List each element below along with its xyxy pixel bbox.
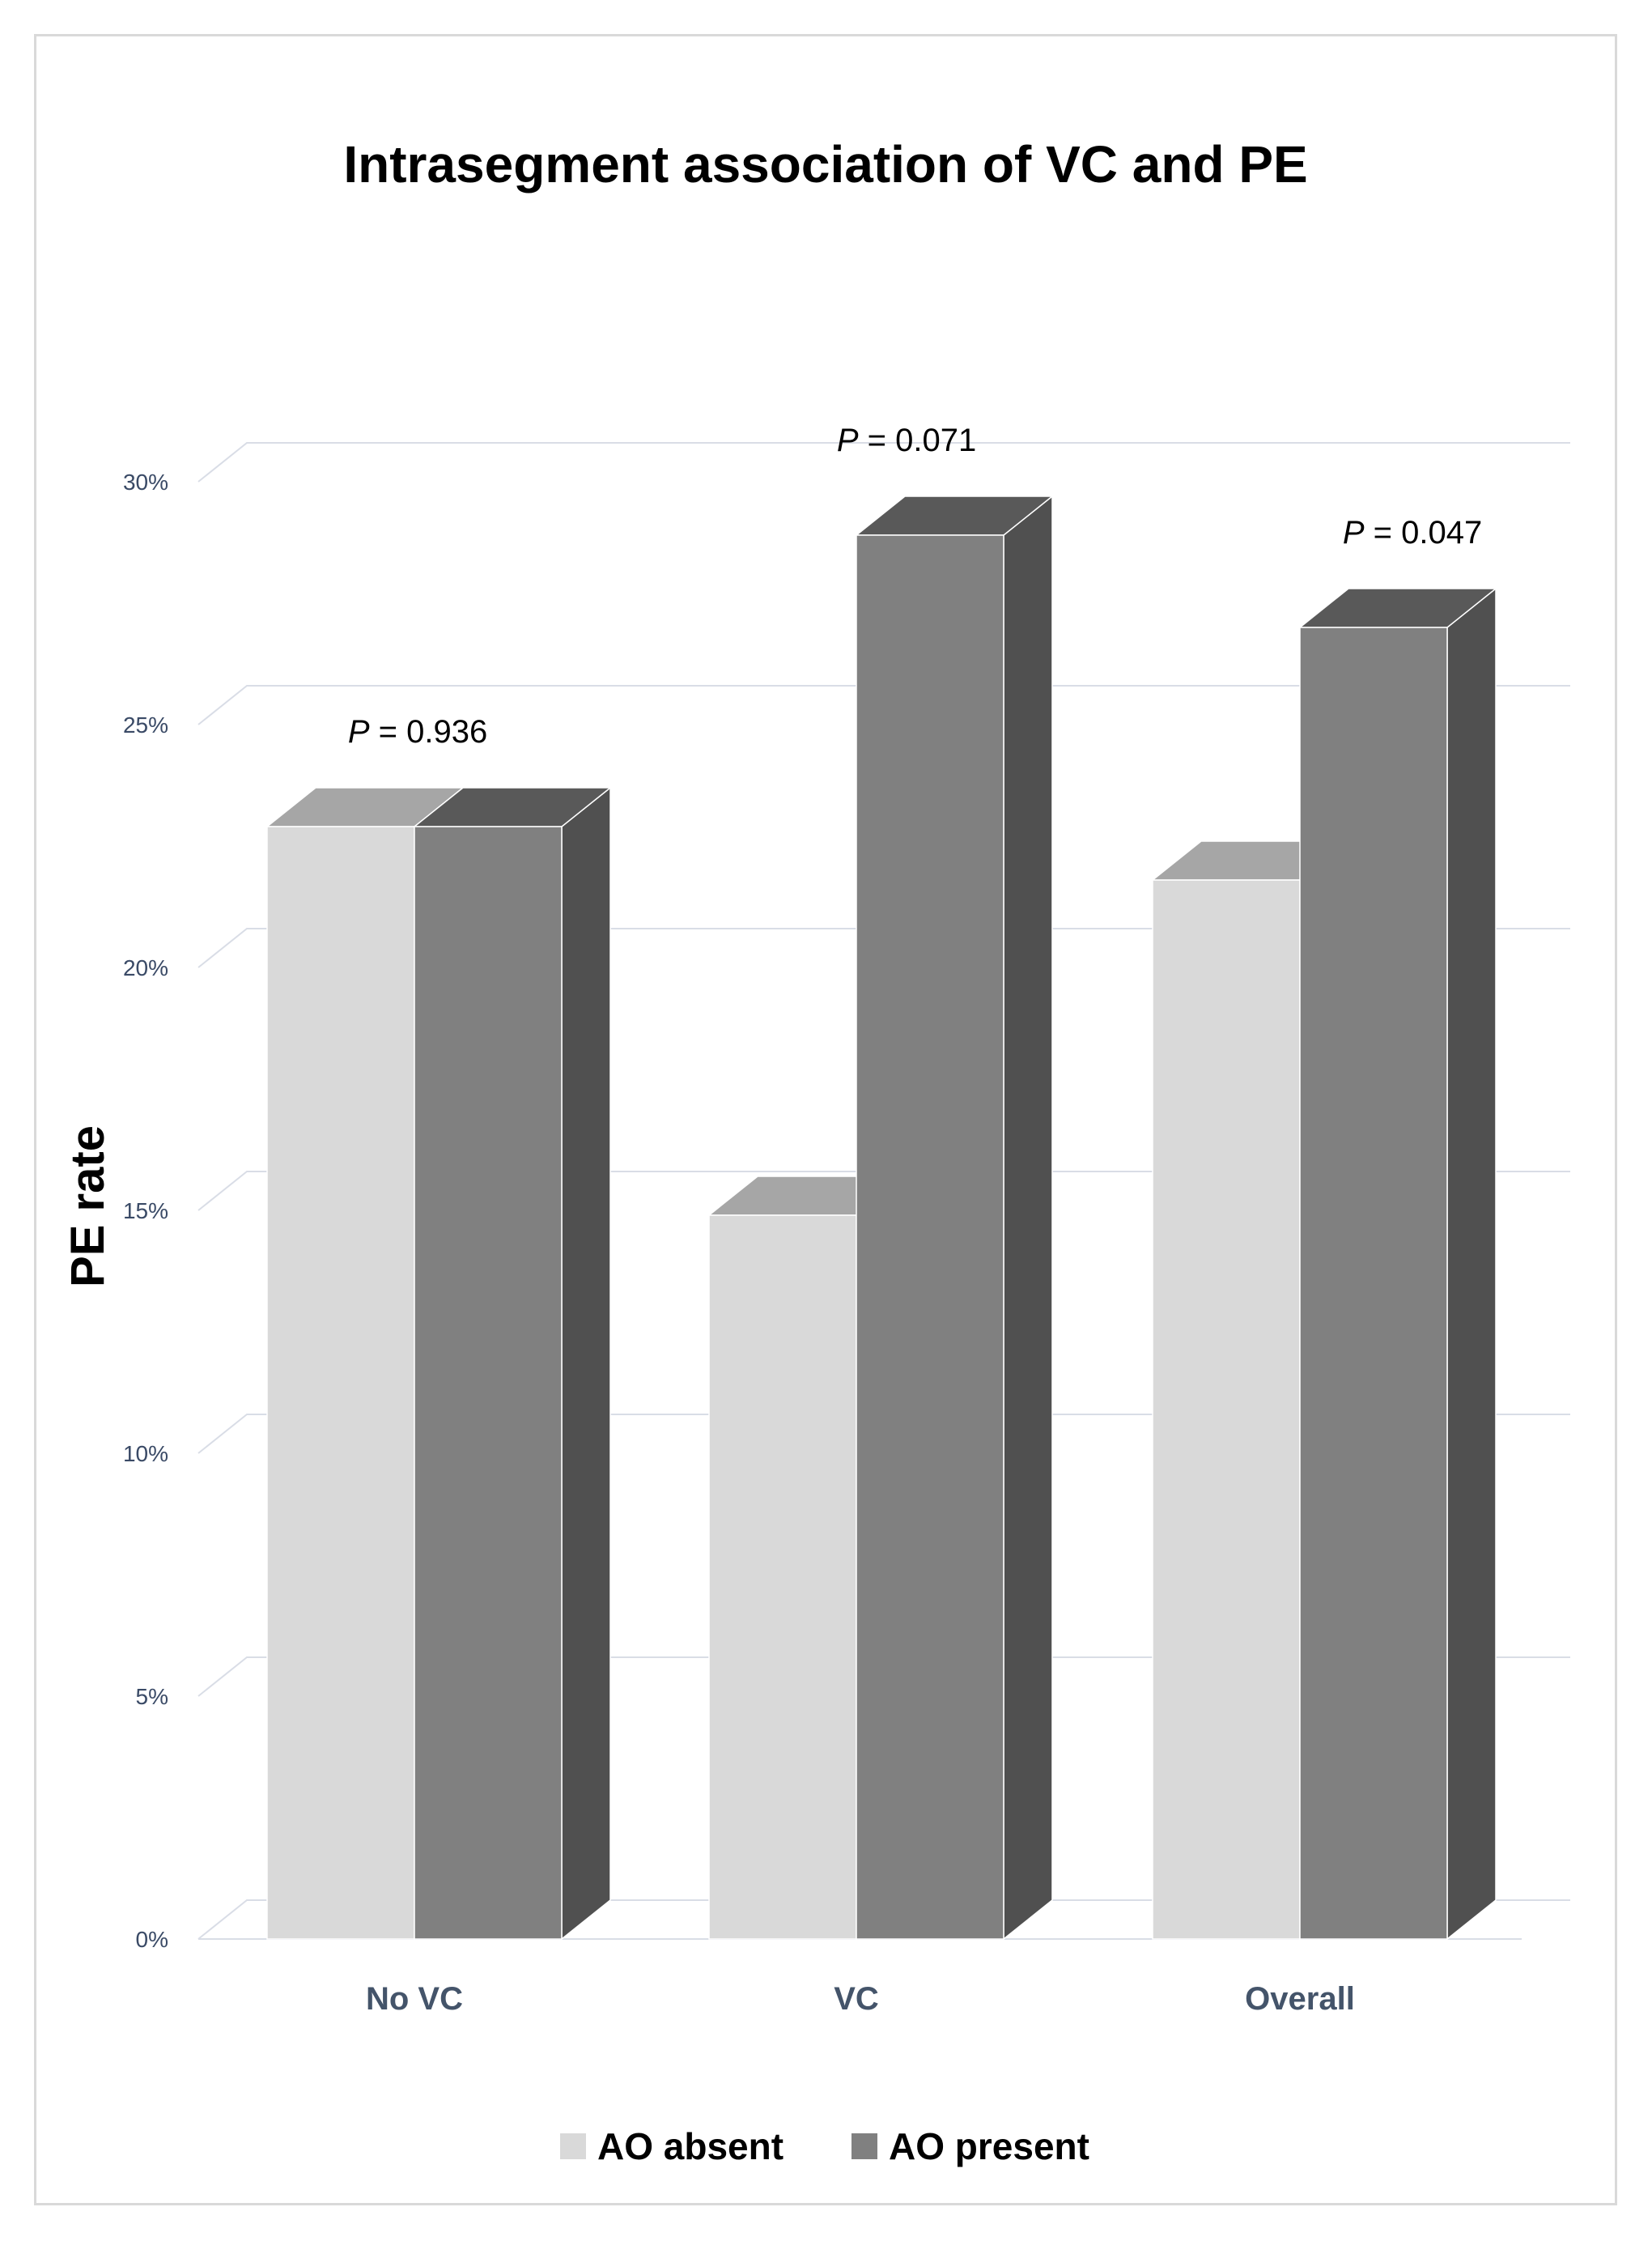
bar-front-face bbox=[266, 826, 415, 1940]
gridline bbox=[197, 1414, 1570, 1454]
legend-swatch bbox=[560, 2133, 586, 2159]
y-axis-label: PE rate bbox=[62, 1125, 114, 1287]
gridline bbox=[197, 1656, 1570, 1697]
bar-side-face bbox=[561, 786, 611, 1941]
bar-front-face bbox=[414, 826, 563, 1940]
p-value-no-vc: P = 0.936 bbox=[348, 714, 487, 750]
legend: AO absent AO present bbox=[560, 2125, 1089, 2167]
y-axis-ticks: 0% 5% 10% 15% 20% 25% 30% bbox=[123, 470, 168, 1952]
bars bbox=[265, 495, 1498, 1941]
y-tick-label: 0% bbox=[136, 1927, 168, 1952]
gridline bbox=[197, 1171, 1570, 1211]
legend-item-ao-absent: AO absent bbox=[560, 2125, 784, 2167]
gridline bbox=[197, 442, 1570, 483]
p-value-overall: P = 0.047 bbox=[1343, 515, 1482, 551]
y-tick-label: 20% bbox=[123, 955, 168, 980]
bar-overall-ao-present bbox=[1297, 587, 1498, 1941]
legend-label: AO absent bbox=[597, 2125, 784, 2167]
bar-side-face bbox=[1003, 495, 1053, 1941]
x-category-label-overall: Overall bbox=[1245, 1981, 1355, 2017]
p-value-vc: P = 0.071 bbox=[837, 423, 976, 458]
legend-label: AO present bbox=[889, 2125, 1089, 2167]
bar-front-face bbox=[708, 1214, 857, 1940]
gridlines bbox=[197, 442, 1570, 1940]
gridline bbox=[197, 928, 1570, 968]
y-tick-label: 10% bbox=[123, 1441, 168, 1466]
y-tick-label: 5% bbox=[136, 1684, 168, 1709]
bar-front-face bbox=[856, 534, 1004, 1940]
chart-title: Intrasegment association of VC and PE bbox=[343, 135, 1307, 193]
legend-swatch bbox=[851, 2133, 877, 2159]
x-category-label-no-vc: No VC bbox=[366, 1981, 463, 2017]
gridline bbox=[197, 685, 1570, 725]
bar-vc-ao-present bbox=[854, 495, 1055, 1941]
x-axis-categories: No VC VC Overall bbox=[366, 1981, 1355, 2017]
y-tick-label: 25% bbox=[123, 712, 168, 738]
bar-side-face bbox=[1446, 587, 1497, 1941]
p-value-annotations: P = 0.936 P = 0.071 P = 0.047 bbox=[348, 423, 1482, 750]
bar-no-vc-ao-present bbox=[412, 786, 613, 1941]
bar-front-face bbox=[1152, 879, 1301, 1940]
y-tick-label: 30% bbox=[123, 470, 168, 495]
gridline bbox=[197, 1899, 1570, 1940]
legend-item-ao-present: AO present bbox=[851, 2125, 1089, 2167]
y-tick-label: 15% bbox=[123, 1198, 168, 1223]
x-category-label-vc: VC bbox=[834, 1981, 879, 2017]
bar-front-face bbox=[1299, 627, 1448, 1940]
